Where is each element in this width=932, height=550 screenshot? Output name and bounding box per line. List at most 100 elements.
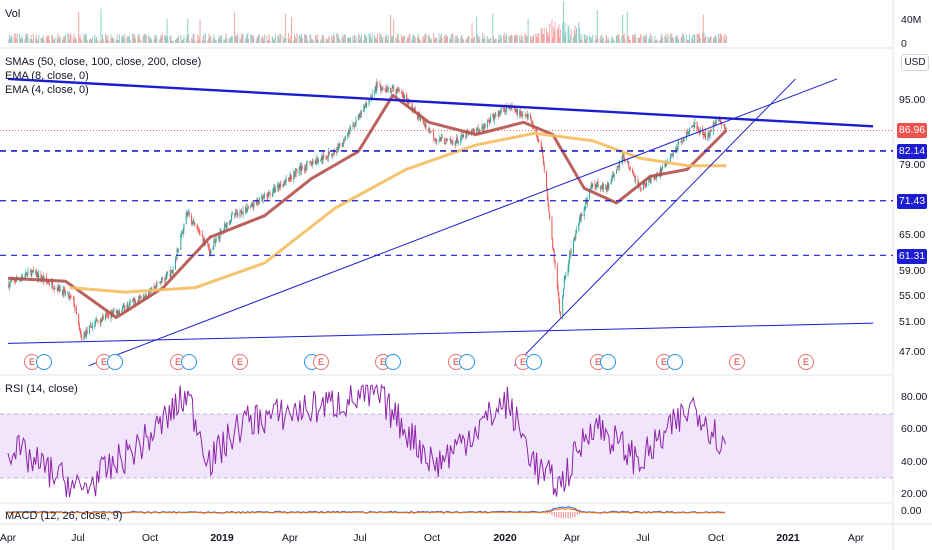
earnings-marker[interactable]: E bbox=[313, 354, 329, 370]
volume-bar bbox=[74, 40, 76, 43]
candle-body bbox=[665, 162, 667, 167]
candle-body bbox=[348, 132, 350, 134]
volume-bar bbox=[234, 36, 236, 43]
volume-bar bbox=[533, 34, 535, 43]
candle-body bbox=[11, 279, 13, 282]
volume-bar bbox=[596, 39, 598, 43]
volume-bar bbox=[312, 40, 314, 43]
volume-bar bbox=[101, 40, 103, 43]
ema8-legend: EMA (8, close, 0) bbox=[5, 70, 89, 82]
volume-bar bbox=[665, 33, 667, 43]
dividend-marker[interactable] bbox=[107, 354, 123, 370]
volume-bar bbox=[649, 33, 651, 43]
candle-body bbox=[648, 181, 650, 183]
volume-bar bbox=[38, 34, 40, 43]
macd-histogram-bar bbox=[390, 512, 392, 514]
candle-body bbox=[570, 251, 572, 254]
volume-bar bbox=[134, 34, 136, 43]
volume-bar bbox=[16, 33, 18, 43]
candle-body bbox=[680, 140, 682, 142]
volume-bar bbox=[229, 37, 231, 43]
candle-body bbox=[295, 169, 297, 171]
dividend-marker[interactable] bbox=[459, 354, 475, 370]
candle-body bbox=[640, 189, 642, 191]
candle-body bbox=[25, 272, 27, 276]
volume-bar bbox=[283, 40, 285, 43]
candle-body bbox=[226, 222, 228, 228]
volume-bar bbox=[80, 40, 82, 43]
volume-bar bbox=[323, 37, 325, 43]
candle-body bbox=[562, 296, 564, 316]
candle-body bbox=[433, 130, 435, 139]
candle-body bbox=[671, 154, 673, 155]
earnings-marker[interactable]: E bbox=[798, 354, 814, 370]
candle-body bbox=[300, 166, 302, 172]
candle-body bbox=[219, 231, 221, 239]
earnings-marker[interactable]: E bbox=[729, 354, 745, 370]
candle-body bbox=[237, 212, 239, 217]
dividend-marker[interactable] bbox=[385, 354, 401, 370]
volume-bar bbox=[552, 37, 554, 43]
candle-body bbox=[610, 179, 612, 185]
volume-bar bbox=[181, 40, 183, 43]
volume-bar bbox=[298, 36, 300, 43]
candle-body bbox=[661, 168, 663, 175]
candle-body bbox=[290, 174, 292, 179]
volume-bar bbox=[330, 36, 332, 43]
volume-bar bbox=[478, 40, 480, 43]
candle-body bbox=[434, 138, 436, 141]
candle-body bbox=[358, 115, 360, 118]
volume-bar bbox=[178, 35, 180, 43]
candle-body bbox=[126, 304, 128, 311]
volume-bar bbox=[201, 40, 203, 43]
candle-body bbox=[350, 126, 352, 129]
volume-bar bbox=[333, 33, 335, 43]
candle-body bbox=[212, 247, 214, 250]
volume-bar bbox=[135, 38, 137, 43]
volume-bar bbox=[261, 37, 263, 43]
candle-body bbox=[327, 151, 329, 158]
volume-bar bbox=[264, 34, 266, 43]
macd-histogram-bar bbox=[35, 512, 37, 514]
volume-bar bbox=[317, 34, 319, 43]
candle-body bbox=[619, 160, 621, 168]
volume-bar bbox=[273, 39, 275, 43]
dividend-marker[interactable] bbox=[600, 354, 616, 370]
volume-bar bbox=[97, 39, 99, 43]
candle-body bbox=[470, 130, 472, 133]
volume-bar bbox=[400, 34, 402, 43]
volume-bar bbox=[343, 38, 345, 43]
dividend-marker[interactable] bbox=[36, 354, 52, 370]
candle-body bbox=[178, 249, 180, 251]
volume-bar bbox=[489, 38, 491, 43]
dividend-marker[interactable] bbox=[667, 354, 683, 370]
volume-bar bbox=[559, 29, 561, 43]
volume-bar bbox=[403, 35, 405, 43]
currency-button[interactable]: USD bbox=[901, 54, 929, 71]
candle-body bbox=[209, 250, 211, 255]
volume-bar bbox=[269, 40, 271, 43]
volume-bar bbox=[396, 38, 398, 43]
volume-bar bbox=[600, 39, 602, 43]
volume-bar bbox=[344, 34, 346, 43]
dividend-marker[interactable] bbox=[181, 354, 197, 370]
candle-body bbox=[363, 105, 365, 108]
candle-body bbox=[714, 123, 716, 125]
volume-bar bbox=[423, 38, 425, 43]
volume-bar bbox=[662, 37, 664, 43]
candle-body bbox=[101, 320, 103, 321]
candle-body bbox=[210, 249, 212, 255]
candle-body bbox=[596, 181, 598, 184]
candle-body bbox=[516, 108, 518, 115]
dividend-marker[interactable] bbox=[526, 354, 542, 370]
volume-bar bbox=[207, 40, 209, 43]
volume-bar bbox=[440, 35, 442, 43]
candle-body bbox=[580, 213, 582, 221]
candle-body bbox=[154, 285, 156, 288]
earnings-marker[interactable]: E bbox=[232, 354, 248, 370]
volume-bar bbox=[509, 35, 511, 43]
candle-body bbox=[552, 239, 554, 248]
candle-body bbox=[309, 161, 311, 163]
volume-bar bbox=[416, 36, 418, 43]
